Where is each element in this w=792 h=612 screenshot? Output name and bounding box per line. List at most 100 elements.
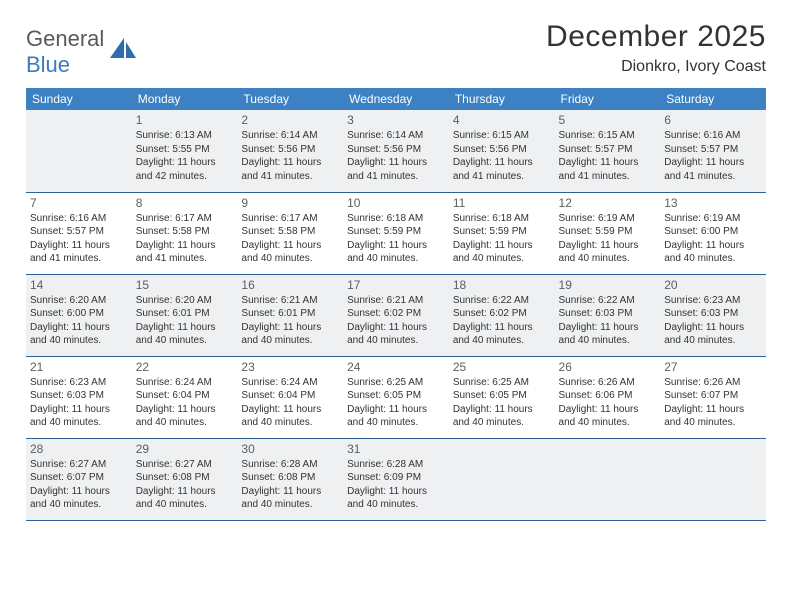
day-cell: 21 Sunrise: 6:23 AMSunset: 6:03 PMDayligh… (26, 356, 132, 438)
location-label: Dionkro, Ivory Coast (546, 58, 766, 76)
empty-cell (449, 438, 555, 520)
day-number: 2 (241, 113, 339, 127)
day-number: 25 (453, 360, 551, 374)
day-number: 17 (347, 278, 445, 292)
day-info: Sunrise: 6:21 AMSunset: 6:02 PMDaylight:… (347, 294, 445, 348)
day-number: 6 (664, 113, 762, 127)
empty-cell (660, 438, 766, 520)
day-cell: 12Sunrise: 6:19 AMSunset: 5:59 PMDayligh… (555, 192, 661, 274)
day-number: 8 (136, 196, 234, 210)
calendar-page: General Blue December 2025 Dionkro, Ivor… (0, 0, 792, 531)
day-number: 21 (30, 360, 128, 374)
day-number: 30 (241, 442, 339, 456)
logo-text: General Blue (26, 26, 104, 78)
empty-cell (555, 438, 661, 520)
day-header: Saturday (660, 88, 766, 110)
day-number: 22 (136, 360, 234, 374)
day-info: Sunrise: 6:24 AMSunset: 6:04 PMDaylight:… (241, 376, 339, 430)
day-info: Sunrise: 6:24 AMSunset: 6:04 PMDaylight:… (136, 376, 234, 430)
day-info: Sunrise: 6:16 AMSunset: 5:57 PMDaylight:… (30, 212, 128, 266)
day-header: Tuesday (237, 88, 343, 110)
day-info: Sunrise: 6:21 AMSunset: 6:01 PMDaylight:… (241, 294, 339, 348)
calendar-week: 7 Sunrise: 6:16 AMSunset: 5:57 PMDaylight… (26, 192, 766, 274)
calendar-week: 28 Sunrise: 6:27 AMSunset: 6:07 PMDayligh… (26, 438, 766, 520)
day-info: Sunrise: 6:27 AMSunset: 6:07 PMDaylight:… (30, 458, 128, 512)
logo-sail-icon (108, 36, 138, 67)
day-number: 3 (347, 113, 445, 127)
logo: General Blue (26, 20, 138, 78)
header-row: General Blue December 2025 Dionkro, Ivor… (26, 20, 766, 78)
day-cell: 24 Sunrise: 6:25 AMSunset: 6:05 PMDayligh… (343, 356, 449, 438)
day-cell: 19Sunrise: 6:22 AMSunset: 6:03 PMDayligh… (555, 274, 661, 356)
calendar-week: 1Sunrise: 6:13 AMSunset: 5:55 PMDaylight… (26, 110, 766, 192)
day-cell: 15 Sunrise: 6:20 AMSunset: 6:01 PMDayligh… (132, 274, 238, 356)
day-number: 11 (453, 196, 551, 210)
day-header: Thursday (449, 88, 555, 110)
day-info: Sunrise: 6:13 AMSunset: 5:55 PMDaylight:… (136, 129, 234, 183)
day-number: 18 (453, 278, 551, 292)
day-number: 13 (664, 196, 762, 210)
day-info: Sunrise: 6:18 AMSunset: 5:59 PMDaylight:… (453, 212, 551, 266)
day-info: Sunrise: 6:28 AMSunset: 6:09 PMDaylight:… (347, 458, 445, 512)
day-number: 16 (241, 278, 339, 292)
day-number: 31 (347, 442, 445, 456)
day-info: Sunrise: 6:25 AMSunset: 6:05 PMDaylight:… (347, 376, 445, 430)
day-info: Sunrise: 6:27 AMSunset: 6:08 PMDaylight:… (136, 458, 234, 512)
day-cell: 14 Sunrise: 6:20 AMSunset: 6:00 PMDayligh… (26, 274, 132, 356)
day-info: Sunrise: 6:23 AMSunset: 6:03 PMDaylight:… (30, 376, 128, 430)
calendar-table: SundayMondayTuesdayWednesdayThursdayFrid… (26, 88, 766, 521)
day-info: Sunrise: 6:26 AMSunset: 6:06 PMDaylight:… (559, 376, 657, 430)
calendar-week: 14 Sunrise: 6:20 AMSunset: 6:00 PMDayligh… (26, 274, 766, 356)
day-number: 27 (664, 360, 762, 374)
day-info: Sunrise: 6:20 AMSunset: 6:00 PMDaylight:… (30, 294, 128, 348)
day-number: 28 (30, 442, 128, 456)
day-number: 26 (559, 360, 657, 374)
day-cell: 18Sunrise: 6:22 AMSunset: 6:02 PMDayligh… (449, 274, 555, 356)
day-cell: 8 Sunrise: 6:17 AMSunset: 5:58 PMDaylight… (132, 192, 238, 274)
day-header: Wednesday (343, 88, 449, 110)
day-info: Sunrise: 6:16 AMSunset: 5:57 PMDaylight:… (664, 129, 762, 183)
day-number: 10 (347, 196, 445, 210)
day-info: Sunrise: 6:18 AMSunset: 5:59 PMDaylight:… (347, 212, 445, 266)
day-cell: 1Sunrise: 6:13 AMSunset: 5:55 PMDaylight… (132, 110, 238, 192)
day-info: Sunrise: 6:17 AMSunset: 5:58 PMDaylight:… (136, 212, 234, 266)
day-cell: 30Sunrise: 6:28 AMSunset: 6:08 PMDayligh… (237, 438, 343, 520)
day-cell: 5Sunrise: 6:15 AMSunset: 5:57 PMDaylight… (555, 110, 661, 192)
logo-word-1: General (26, 26, 104, 51)
day-cell: 3 Sunrise: 6:14 AMSunset: 5:56 PMDaylight… (343, 110, 449, 192)
day-info: Sunrise: 6:23 AMSunset: 6:03 PMDaylight:… (664, 294, 762, 348)
day-cell: 29Sunrise: 6:27 AMSunset: 6:08 PMDayligh… (132, 438, 238, 520)
day-number: 14 (30, 278, 128, 292)
day-info: Sunrise: 6:19 AMSunset: 6:00 PMDaylight:… (664, 212, 762, 266)
day-cell: 4 Sunrise: 6:15 AMSunset: 5:56 PMDaylight… (449, 110, 555, 192)
day-number: 7 (30, 196, 128, 210)
day-cell: 23 Sunrise: 6:24 AMSunset: 6:04 PMDayligh… (237, 356, 343, 438)
day-number: 24 (347, 360, 445, 374)
day-info: Sunrise: 6:26 AMSunset: 6:07 PMDaylight:… (664, 376, 762, 430)
day-cell: 7 Sunrise: 6:16 AMSunset: 5:57 PMDaylight… (26, 192, 132, 274)
day-number: 15 (136, 278, 234, 292)
day-header: Friday (555, 88, 661, 110)
day-cell: 9Sunrise: 6:17 AMSunset: 5:58 PMDaylight… (237, 192, 343, 274)
day-number: 4 (453, 113, 551, 127)
day-info: Sunrise: 6:15 AMSunset: 5:57 PMDaylight:… (559, 129, 657, 183)
day-number: 12 (559, 196, 657, 210)
day-info: Sunrise: 6:14 AMSunset: 5:56 PMDaylight:… (347, 129, 445, 183)
day-info: Sunrise: 6:15 AMSunset: 5:56 PMDaylight:… (453, 129, 551, 183)
day-cell: 28 Sunrise: 6:27 AMSunset: 6:07 PMDayligh… (26, 438, 132, 520)
logo-word-2: Blue (26, 52, 70, 77)
day-cell: 22 Sunrise: 6:24 AMSunset: 6:04 PMDayligh… (132, 356, 238, 438)
title-block: December 2025 Dionkro, Ivory Coast (546, 20, 766, 76)
day-header: Monday (132, 88, 238, 110)
day-number: 9 (241, 196, 339, 210)
day-cell: 25 Sunrise: 6:25 AMSunset: 6:05 PMDayligh… (449, 356, 555, 438)
day-cell: 31 Sunrise: 6:28 AMSunset: 6:09 PMDayligh… (343, 438, 449, 520)
day-number: 23 (241, 360, 339, 374)
day-info: Sunrise: 6:25 AMSunset: 6:05 PMDaylight:… (453, 376, 551, 430)
empty-cell (26, 110, 132, 192)
day-info: Sunrise: 6:20 AMSunset: 6:01 PMDaylight:… (136, 294, 234, 348)
day-cell: 11 Sunrise: 6:18 AMSunset: 5:59 PMDayligh… (449, 192, 555, 274)
day-cell: 20Sunrise: 6:23 AMSunset: 6:03 PMDayligh… (660, 274, 766, 356)
day-header: Sunday (26, 88, 132, 110)
month-title: December 2025 (546, 20, 766, 54)
